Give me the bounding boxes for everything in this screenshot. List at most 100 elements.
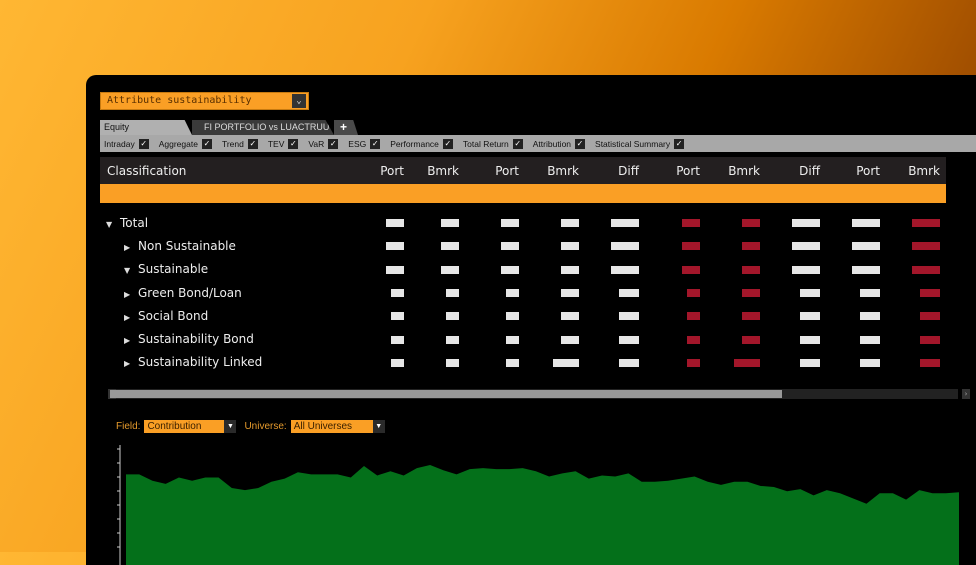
masked-value-cell <box>585 304 645 327</box>
masked-value-cell <box>826 258 886 281</box>
row-label-text: Sustainability Bond <box>138 332 254 347</box>
masked-value-cell <box>826 327 886 350</box>
masked-value-cell <box>645 327 706 350</box>
view-dropdown[interactable]: Attribute sustainability ⌄ <box>100 92 309 110</box>
column-header[interactable]: Port <box>826 157 886 184</box>
tab-fi-portfolio[interactable]: FI PORTFOLIO vs LUACTRUU <box>192 120 334 135</box>
masked-value-cell <box>826 211 886 234</box>
masked-value-cell <box>465 351 525 374</box>
toggle-label: TEV <box>267 138 285 149</box>
column-header[interactable]: Port <box>645 157 706 184</box>
masked-value-cell <box>766 351 826 374</box>
scrollbar-thumb[interactable] <box>110 390 782 398</box>
checkbox-checked-icon[interactable]: ✓ <box>370 138 381 149</box>
masked-value-cell <box>826 304 886 327</box>
caret-right-icon[interactable]: ▶ <box>124 359 131 369</box>
table-row[interactable]: ▼ Total <box>100 211 946 234</box>
masked-value-cell <box>585 258 645 281</box>
universe-label: Universe: <box>244 421 287 432</box>
masked-value-cell <box>645 304 706 327</box>
toggle-attribution[interactable]: Attribution ✓ <box>533 138 586 149</box>
toggle-esg[interactable]: ESG ✓ <box>348 138 381 149</box>
masked-value-cell <box>706 351 766 374</box>
caret-right-icon[interactable]: ▶ <box>124 289 131 299</box>
row-label: ▶ Sustainability Bond <box>100 327 360 350</box>
table-row[interactable]: ▶ Social Bond <box>100 304 946 327</box>
toggle-tev[interactable]: TEV ✓ <box>267 138 299 149</box>
table-row[interactable]: ▶ Sustainability Linked <box>100 351 946 374</box>
masked-value-cell <box>360 304 410 327</box>
column-header[interactable]: Diff <box>766 157 826 184</box>
caret-right-icon[interactable]: ▶ <box>124 312 131 322</box>
caret-right-icon[interactable]: ▶ <box>124 336 131 346</box>
toggle-performance[interactable]: Performance ✓ <box>390 138 453 149</box>
view-dropdown-value: Attribute sustainability <box>107 95 252 106</box>
chevron-down-icon[interactable]: ⌄ <box>292 94 306 108</box>
field-select[interactable]: Contribution <box>144 420 225 433</box>
table-row[interactable]: ▶ Green Bond/Loan <box>100 281 946 304</box>
masked-value-cell <box>645 234 706 257</box>
checkbox-checked-icon[interactable]: ✓ <box>328 138 339 149</box>
checkbox-checked-icon[interactable]: ✓ <box>288 138 299 149</box>
checkbox-checked-icon[interactable]: ✓ <box>674 138 685 149</box>
checkbox-checked-icon[interactable]: ✓ <box>442 138 453 149</box>
masked-value-cell <box>465 258 525 281</box>
column-header[interactable]: Bmrk <box>410 157 465 184</box>
masked-value-cell <box>766 211 826 234</box>
toggle-label: Statistical Summary <box>595 138 671 149</box>
masked-value-cell <box>410 258 465 281</box>
masked-value-cell <box>886 351 946 374</box>
field-dropdown-icon[interactable]: ▼ <box>224 420 237 433</box>
toggle-var[interactable]: VaR ✓ <box>308 138 339 149</box>
masked-value-cell <box>525 327 585 350</box>
column-header[interactable]: Port <box>360 157 410 184</box>
checkbox-checked-icon[interactable]: ✓ <box>201 138 212 149</box>
toggle-label: ESG <box>348 138 367 149</box>
universe-dropdown-icon[interactable]: ▼ <box>372 420 385 433</box>
add-tab-button[interactable]: + <box>334 120 358 135</box>
table-row[interactable]: ▼ Sustainable <box>100 258 946 281</box>
toggle-label: VaR <box>308 138 325 149</box>
toggle-intraday[interactable]: Intraday ✓ <box>104 138 149 149</box>
horizontal-scrollbar[interactable]: ‹ › <box>108 389 970 399</box>
area-series <box>126 464 959 565</box>
masked-value-cell <box>525 351 585 374</box>
checkbox-checked-icon[interactable]: ✓ <box>247 138 258 149</box>
column-header[interactable]: Bmrk <box>525 157 585 184</box>
universe-select[interactable]: All Universes <box>290 420 373 433</box>
checkbox-checked-icon[interactable]: ✓ <box>138 138 149 149</box>
column-header[interactable]: Diff <box>585 157 645 184</box>
caret-right-icon[interactable]: ▶ <box>124 242 131 252</box>
masked-value-cell <box>766 304 826 327</box>
table-row[interactable]: ▶ Sustainability Bond <box>100 327 946 350</box>
column-header[interactable]: Bmrk <box>886 157 946 184</box>
toggle-statistical-summary[interactable]: Statistical Summary ✓ <box>595 138 685 149</box>
masked-value-cell <box>706 304 766 327</box>
masked-value-cell <box>645 281 706 304</box>
column-header[interactable]: Port <box>465 157 525 184</box>
toggle-total-return[interactable]: Total Return ✓ <box>463 138 523 149</box>
masked-value-cell <box>585 327 645 350</box>
contribution-area-chart <box>117 445 959 565</box>
row-label: ▶ Social Bond <box>100 304 360 327</box>
masked-value-cell <box>410 234 465 257</box>
row-label: ▶ Green Bond/Loan <box>100 281 360 304</box>
masked-value-cell <box>886 304 946 327</box>
column-header[interactable]: Bmrk <box>706 157 766 184</box>
table-row[interactable]: ▶ Non Sustainable <box>100 234 946 257</box>
scroll-right-icon[interactable]: › <box>962 389 970 399</box>
checkbox-checked-icon[interactable]: ✓ <box>512 138 523 149</box>
masked-value-cell <box>585 351 645 374</box>
toggle-trend[interactable]: Trend ✓ <box>221 138 258 149</box>
caret-down-icon[interactable]: ▼ <box>106 219 113 229</box>
tab-equity[interactable]: Equity <box>100 120 192 135</box>
toggle-aggregate[interactable]: Aggregate ✓ <box>158 138 212 149</box>
masked-value-cell <box>766 234 826 257</box>
caret-down-icon[interactable]: ▼ <box>124 266 131 276</box>
toggle-label: Aggregate <box>158 138 198 149</box>
column-header[interactable]: Classification <box>100 157 360 184</box>
toggle-label: Trend <box>221 138 244 149</box>
row-label: ▶ Non Sustainable <box>100 234 360 257</box>
checkbox-checked-icon[interactable]: ✓ <box>575 138 586 149</box>
masked-value-cell <box>886 234 946 257</box>
